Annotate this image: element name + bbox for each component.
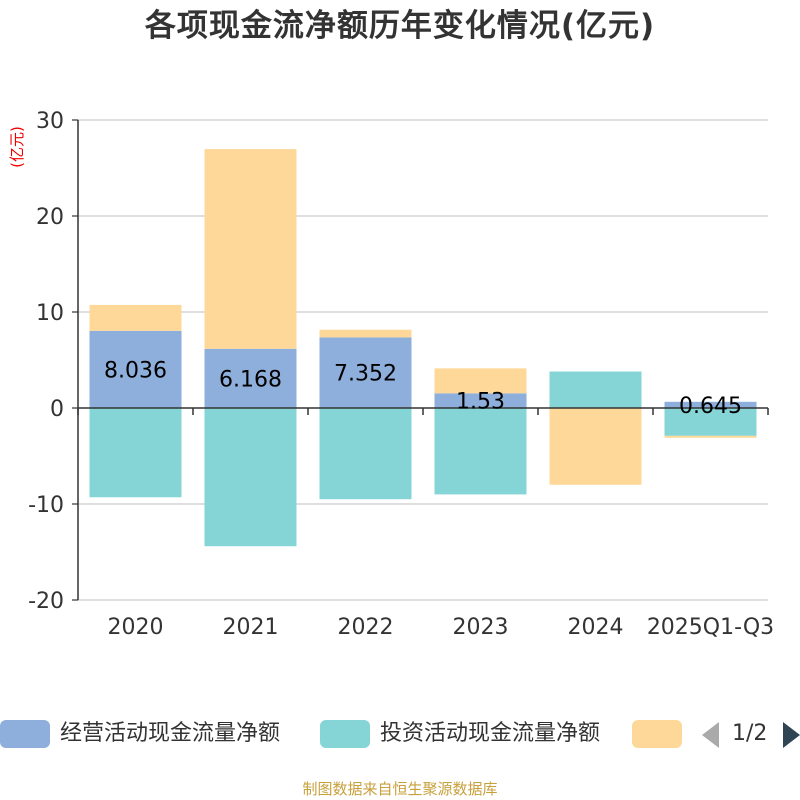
- bar-investing-2022[interactable]: [319, 408, 412, 500]
- bar-financing-2020[interactable]: [89, 304, 182, 331]
- bar-operating-2022[interactable]: [319, 337, 412, 408]
- y-tick-label: -10: [28, 493, 64, 518]
- bar-operating-2021[interactable]: [204, 348, 297, 408]
- x-tick-label: 2024: [568, 615, 624, 640]
- legend-swatch-investing: [320, 720, 370, 748]
- legend-swatch-operating: [0, 720, 50, 748]
- x-tick-label: 2023: [453, 615, 509, 640]
- legend: 经营活动现金流量净额 投资活动现金流量净额 1/2: [0, 712, 800, 758]
- data-label-operating: 1.53: [456, 390, 505, 415]
- bar-investing-2020[interactable]: [89, 408, 182, 498]
- bars: [89, 149, 757, 547]
- y-axis-label: (亿元): [8, 126, 26, 168]
- x-tick-label: 2025Q1-Q3: [647, 615, 774, 640]
- bar-financing-2022[interactable]: [319, 329, 412, 338]
- x-tick-label: 2020: [108, 615, 164, 640]
- gridlines: [78, 119, 768, 601]
- data-label-operating: 0.645: [679, 394, 742, 419]
- source-note: 制图数据来自恒生聚源数据库: [302, 780, 498, 798]
- data-label-operating: 6.168: [219, 367, 282, 392]
- bar-financing-2025Q1-Q3[interactable]: [664, 435, 757, 438]
- legend-next-page-icon[interactable]: [783, 722, 800, 748]
- y-tick-label: 0: [50, 397, 64, 422]
- bar-investing-2024[interactable]: [549, 371, 642, 408]
- y-tick-label: 10: [36, 301, 64, 326]
- chart-title: 各项现金流净额历年变化情况(亿元): [144, 8, 656, 44]
- bar-operating-2020[interactable]: [89, 330, 182, 408]
- bar-financing-2023[interactable]: [434, 368, 527, 394]
- bar-investing-2021[interactable]: [204, 408, 297, 547]
- legend-label-operating: 经营活动现金流量净额: [60, 721, 281, 746]
- bar-operating-2023[interactable]: [434, 393, 527, 408]
- x-tick-label: 2021: [223, 615, 279, 640]
- y-tick-label: 30: [36, 109, 64, 134]
- legend-page-indicator: 1/2: [732, 721, 768, 746]
- y-tick-label: 20: [36, 205, 64, 230]
- legend-swatch-financing: [632, 720, 682, 748]
- bar-financing-2024[interactable]: [549, 408, 642, 485]
- chart-plot: 30 20 10 0 -10 -20 2020 2021 2022 2023 2024 2025Q1-…: [8, 109, 774, 640]
- axes: 30 20 10 0 -10 -20 2020 2021 2022 2023 2024 2025Q1-…: [28, 109, 774, 640]
- legend-prev-page-icon[interactable]: [702, 722, 719, 748]
- bar-investing-2025Q1-Q3[interactable]: [664, 408, 757, 436]
- legend-label-investing: 投资活动现金流量净额: [380, 721, 601, 746]
- bar-operating-2025Q1-Q3[interactable]: [664, 401, 757, 408]
- x-tick-label: 2022: [338, 615, 394, 640]
- data-label-operating: 8.036: [104, 358, 167, 383]
- bar-financing-2021[interactable]: [204, 149, 297, 349]
- bar-investing-2023[interactable]: [434, 408, 527, 495]
- data-label-operating: 7.352: [334, 362, 397, 387]
- y-tick-label: -20: [28, 589, 64, 614]
- data-labels: 8.036 6.168 7.352 1.53 0.645: [104, 358, 742, 418]
